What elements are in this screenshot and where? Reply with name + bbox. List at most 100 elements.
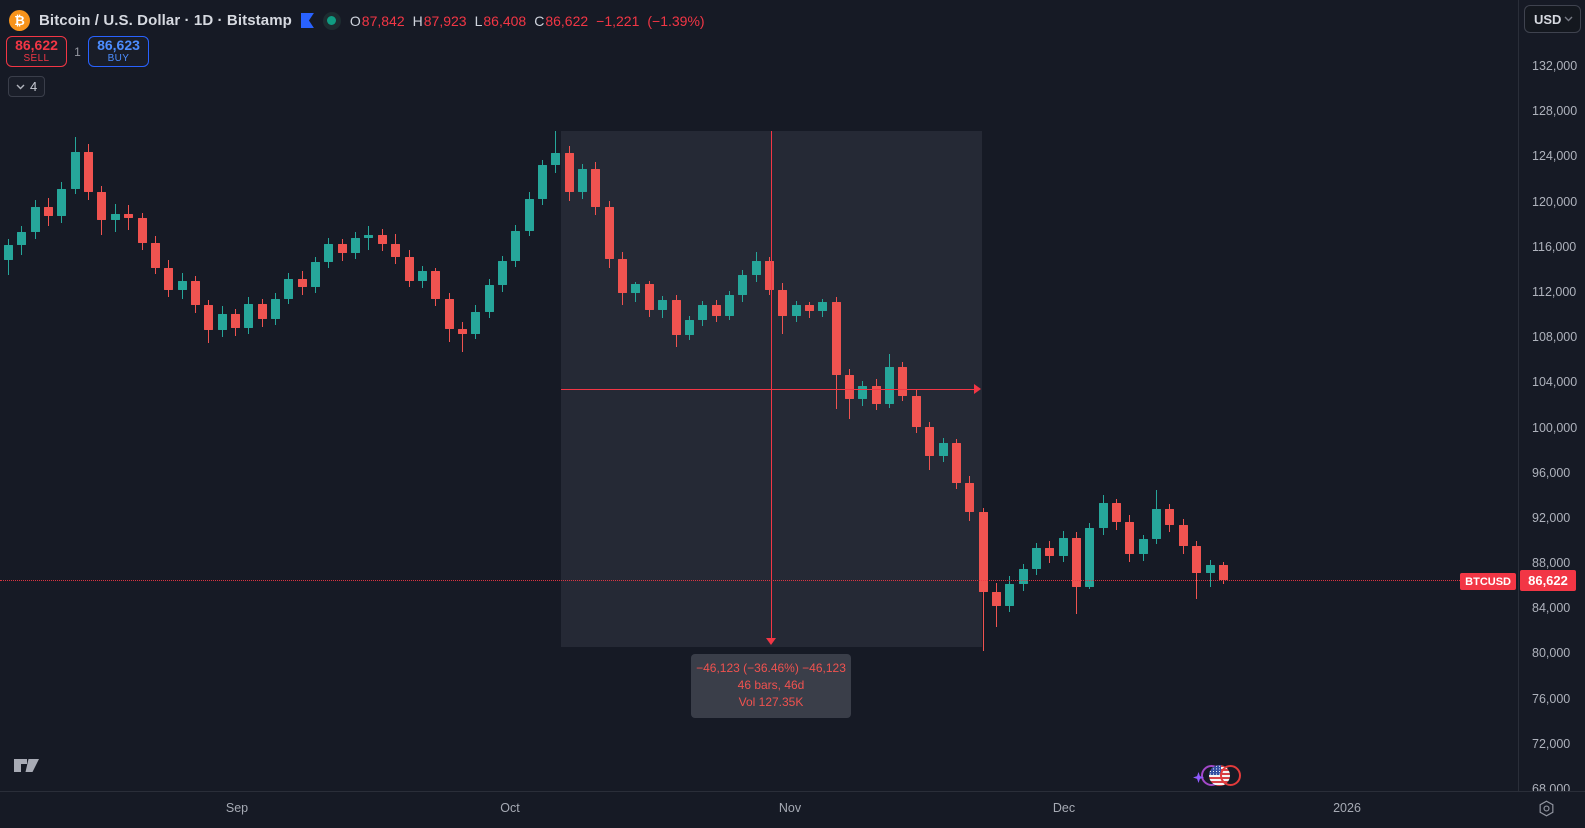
candle [658,299,668,310]
candle [1125,522,1135,554]
candle [1165,508,1175,525]
price-tick: 116,000 [1532,239,1577,254]
candle [925,427,935,456]
legend-collapse-chip[interactable]: 4 [8,76,46,97]
bitcoin-icon: ₿ [9,10,30,31]
buy-price: 86,623 [97,37,140,54]
candle [364,235,374,238]
measure-bars: 46 bars, 46d [737,678,805,692]
candle [818,301,828,311]
candle [1058,538,1068,557]
candle [444,298,454,330]
candle [965,482,975,513]
change-percent: (−1.39%) [647,12,705,29]
price-tick: 84,000 [1532,601,1571,616]
candle [70,151,80,189]
candle [938,443,948,456]
candle [671,299,681,335]
measure-delta: −46,123 (−36.46%) −46,123 [696,661,846,675]
candle [417,271,427,281]
candle [471,312,481,334]
candle [30,207,40,232]
price-tick: 120,000 [1532,194,1578,209]
buy-label: BUY [107,53,130,65]
settings-gear-button[interactable] [1537,799,1557,819]
price-tick: 108,000 [1532,330,1578,345]
flag-icon[interactable] [300,13,314,28]
time-axis[interactable]: Sep Oct Nov Dec 2026 [0,791,1585,828]
buy-button[interactable]: 86,623 BUY [88,36,149,67]
candle [351,237,361,254]
market-status-icon[interactable] [322,11,341,30]
open-value: 87,842 [361,12,405,29]
measure-volume: Vol 127.35K [738,695,804,709]
candle [1152,508,1162,540]
candle [1018,568,1028,585]
measure-vertical-line [771,131,772,640]
candle [831,301,841,376]
candle [457,329,467,334]
price-tick: 92,000 [1532,510,1571,525]
measure-tooltip: −46,123 (−36.46%) −46,123 46 bars, 46d V… [691,654,851,718]
candle [284,279,294,299]
candle [911,395,921,428]
symbol-title[interactable]: Bitcoin / U.S. Dollar · 1D · Bitstamp [39,12,292,29]
candle [724,295,734,316]
candle [1072,538,1081,587]
event-ring-icon [1220,765,1241,786]
candle [271,298,280,319]
candle [324,244,334,263]
candle [858,385,868,400]
open-label: O [349,12,361,29]
price-axis[interactable]: 132,000 128,000 124,000 120,000 116,000 112,0… [1518,0,1585,796]
candle [978,512,988,593]
candle [44,207,54,217]
price-tick: 104,000 [1532,375,1578,390]
chevron-down-icon [1564,16,1573,22]
candle [551,152,561,166]
price-tick: 72,000 [1532,736,1571,751]
candle [698,305,708,321]
sell-button[interactable]: 86,622 SELL [6,36,67,67]
measure-horizontal-line [561,389,975,390]
candle [177,280,187,290]
candle [57,189,67,217]
candle [538,165,547,200]
price-tick: 100,000 [1532,420,1578,435]
price-tick: 80,000 [1532,646,1571,661]
candle [431,271,441,299]
sell-price: 86,622 [15,37,58,54]
price-tick: 96,000 [1532,465,1571,480]
candle [751,261,761,275]
price-tick: 112,000 [1532,284,1577,299]
currency-label: USD [1534,11,1562,27]
events-marker[interactable] [1193,763,1241,789]
tradingview-logo[interactable] [13,756,40,779]
candle [1098,503,1108,528]
candle [337,244,347,254]
drawings-count: 4 [30,79,38,94]
sell-label: SELL [23,53,50,65]
candle [711,305,721,316]
candle [1031,548,1041,569]
candle [1085,527,1095,587]
candle [404,256,414,281]
candle [564,152,574,193]
price-tick: 88,000 [1532,556,1571,571]
candle [631,283,641,293]
candle [1178,524,1188,546]
candle-wick [1209,559,1211,587]
currency-dropdown[interactable]: USD [1524,5,1581,33]
candle [484,285,494,313]
candle [84,151,94,193]
candle [1045,548,1055,557]
candle-wick [555,131,557,174]
candle [578,168,588,193]
candle [885,367,895,404]
gear-icon [1539,800,1554,817]
symbol-legend: ₿ Bitcoin / U.S. Dollar · 1D · Bitstamp … [9,9,705,32]
chart-pane[interactable] [0,0,1518,791]
candle [204,305,214,331]
current-price-label: 86,622 [1520,570,1576,591]
candle [257,304,267,319]
